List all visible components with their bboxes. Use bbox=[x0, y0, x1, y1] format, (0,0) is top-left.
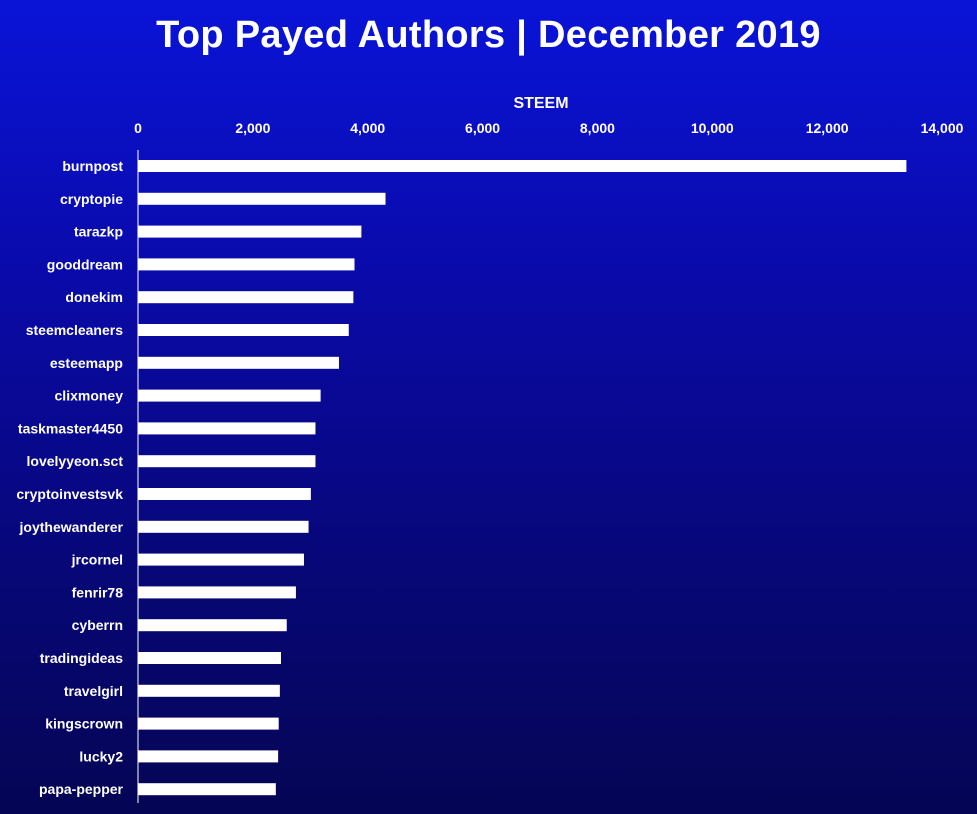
bar-donekim bbox=[138, 291, 354, 304]
category-label: jrcornel bbox=[71, 552, 123, 568]
category-label: joythewanderer bbox=[19, 519, 124, 535]
category-label: papa-pepper bbox=[39, 781, 124, 797]
category-label: cyberrn bbox=[72, 617, 123, 633]
bar-steemcleaners bbox=[138, 324, 349, 336]
bar-tarazkp bbox=[138, 225, 362, 238]
category-label: lucky2 bbox=[79, 748, 123, 764]
bar-jrcornel bbox=[138, 553, 304, 566]
category-label: taskmaster4450 bbox=[18, 420, 123, 436]
category-label: tradingideas bbox=[40, 650, 123, 666]
x-tick-label: 14,000 bbox=[921, 120, 964, 136]
category-label: fenrir78 bbox=[72, 584, 124, 600]
bar-papa-pepper bbox=[138, 783, 276, 796]
chart-title: Top Payed Authors | December 2019 bbox=[156, 14, 821, 56]
x-axis-ticks: 0 2,000 4,000 6,000 8,000 10,000 12,000 14,000 bbox=[134, 120, 964, 136]
category-label: clixmoney bbox=[55, 388, 124, 404]
category-label: esteemapp bbox=[50, 355, 123, 371]
x-tick-label: 6,000 bbox=[465, 120, 500, 136]
bar-cryptoinvestsvk bbox=[138, 488, 311, 500]
bar-cryptopie bbox=[138, 192, 386, 205]
x-tick-label: 2,000 bbox=[235, 120, 270, 136]
bar-esteemapp bbox=[138, 356, 339, 369]
category-label: donekim bbox=[65, 289, 123, 305]
category-label: kingscrown bbox=[45, 716, 123, 732]
bar-lucky2 bbox=[138, 750, 279, 763]
bar-cyberrn bbox=[138, 619, 287, 632]
x-tick-label: 12,000 bbox=[806, 120, 849, 136]
category-label: cryptoinvestsvk bbox=[16, 486, 123, 502]
category-label: lovelyyeon.sct bbox=[27, 453, 124, 469]
bar-taskmaster4450 bbox=[138, 422, 316, 435]
x-axis-label: STEEM bbox=[513, 95, 568, 112]
bar-burnpost bbox=[138, 160, 907, 172]
bar-gooddream bbox=[138, 258, 355, 271]
bar-kingscrown bbox=[138, 717, 279, 730]
bars-group bbox=[138, 160, 907, 796]
category-label: burnpost bbox=[62, 158, 123, 174]
bar-travelgirl bbox=[138, 684, 280, 697]
category-label: travelgirl bbox=[64, 683, 123, 699]
bar-joythewanderer bbox=[138, 520, 309, 533]
category-label: steemcleaners bbox=[26, 322, 124, 338]
bar-fenrir78 bbox=[138, 586, 296, 599]
category-labels: burnpost cryptopie tarazkp gooddream donekim… bbox=[16, 158, 123, 797]
bar-tradingideas bbox=[138, 652, 281, 664]
x-tick-label: 4,000 bbox=[350, 120, 385, 136]
x-tick-label: 8,000 bbox=[580, 120, 615, 136]
x-tick-label: 0 bbox=[134, 120, 142, 136]
bar-clixmoney bbox=[138, 389, 321, 402]
category-label: cryptopie bbox=[60, 191, 123, 207]
x-tick-label: 10,000 bbox=[691, 120, 734, 136]
bar-lovelyyeon.sct bbox=[138, 455, 316, 468]
category-label: gooddream bbox=[47, 256, 123, 272]
category-label: tarazkp bbox=[74, 224, 123, 240]
